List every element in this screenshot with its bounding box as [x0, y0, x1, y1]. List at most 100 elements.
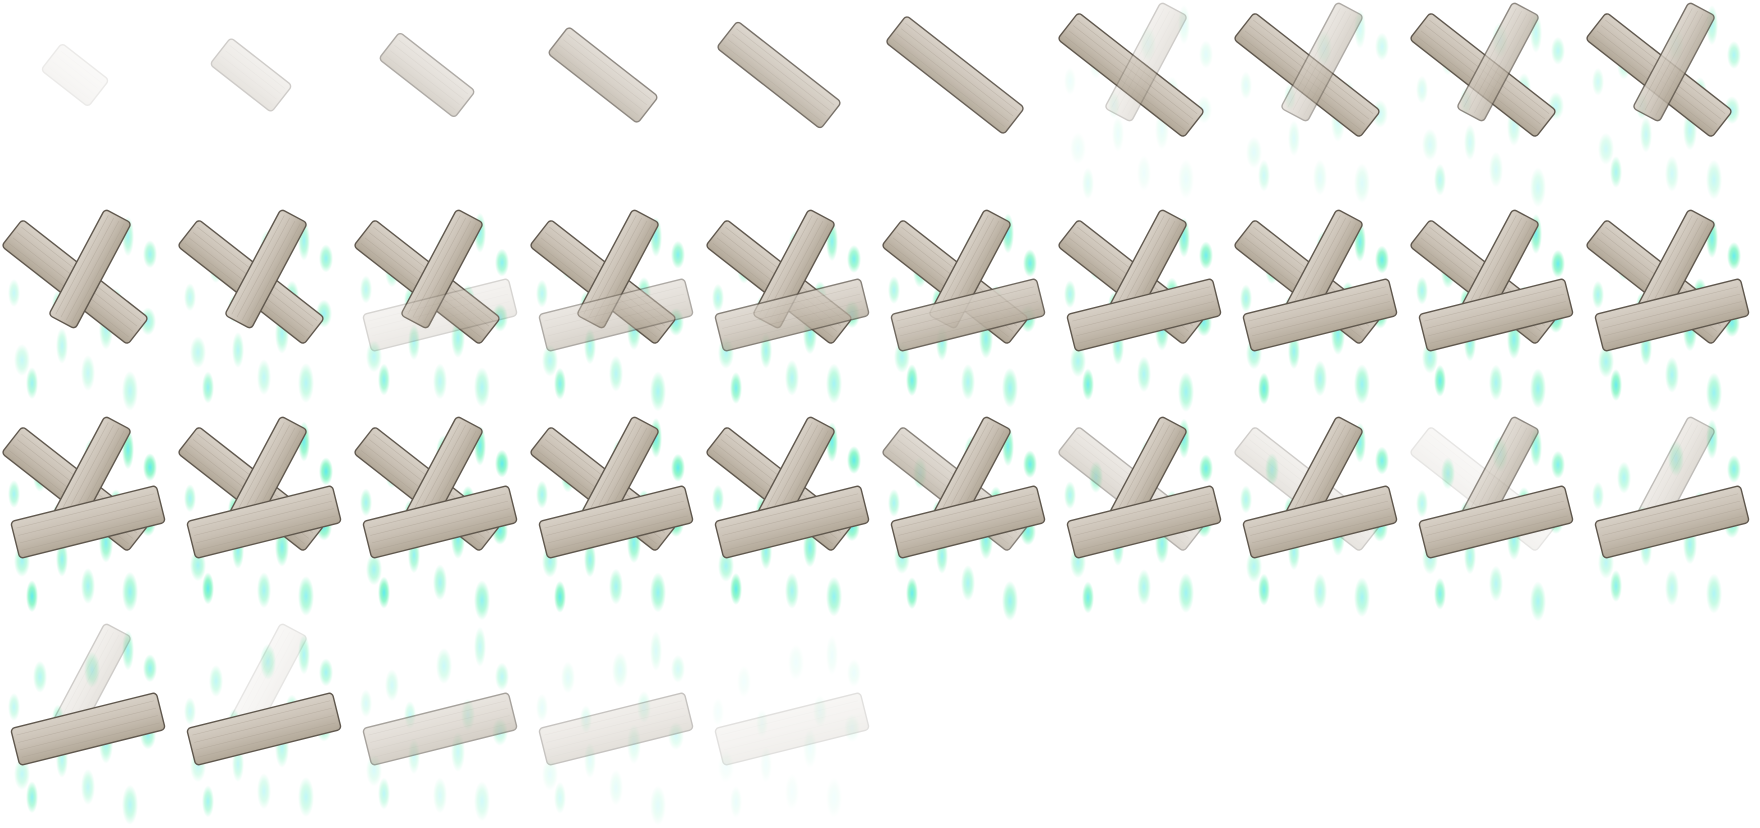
heal-particle [1489, 364, 1503, 401]
sprite-frame [1408, 0, 1584, 208]
sprite-frame [176, 207, 352, 414]
bandage-strip-arc [1594, 278, 1750, 352]
bandage-strip-arc [362, 278, 518, 352]
heal-particle [650, 631, 662, 671]
heal-particle [1665, 155, 1679, 192]
heal-particle [433, 363, 447, 400]
heal-particle [1178, 372, 1194, 412]
bandage-strip-arc [1242, 278, 1398, 352]
sprite-frame [1232, 207, 1408, 414]
sprite-frame [0, 621, 176, 828]
sprite-frame [0, 414, 176, 621]
sprite-frame [352, 621, 528, 828]
heal-particle [1489, 151, 1503, 188]
heal-particle [360, 275, 372, 304]
heal-particle [1592, 280, 1604, 309]
sprite-frame [352, 0, 528, 207]
heal-particle [495, 248, 509, 277]
frame-canvas [1058, 209, 1222, 412]
bandage-strip-diagonal-down [717, 21, 841, 129]
heal-particle [1464, 124, 1476, 161]
bandage-strip-arc [1418, 278, 1574, 352]
heal-particle [554, 367, 566, 400]
sprite-frame [704, 207, 880, 414]
bandage-strip-arc [1594, 485, 1750, 559]
sprite-frame [176, 0, 352, 207]
frame-canvas [1586, 2, 1741, 200]
heal-particle [788, 644, 804, 681]
heal-particle [1064, 280, 1076, 309]
sprite-frame [352, 414, 528, 621]
heal-particle [385, 669, 399, 702]
heal-particle [8, 693, 20, 721]
heal-particle [33, 660, 47, 693]
bandage-strip-diagonal-up [1105, 2, 1187, 122]
frame-canvas [536, 631, 694, 826]
heal-particle [1640, 116, 1652, 153]
bandage-strip-diagonal-down [379, 32, 475, 118]
bandage-strip-arc [1066, 278, 1222, 352]
heal-particle [495, 662, 509, 691]
heal-particle [378, 777, 390, 810]
heal-particle [1665, 569, 1679, 606]
heal-particle [1070, 345, 1086, 378]
heal-particle [122, 370, 138, 411]
heal-particle [1665, 356, 1679, 393]
frame-canvas [882, 209, 1046, 408]
heal-particle [143, 654, 157, 683]
heal-particle [906, 577, 918, 610]
sprite-frame [1056, 414, 1232, 621]
heal-particle [1727, 41, 1741, 69]
sprite-frame [0, 207, 176, 414]
frame-canvas [354, 416, 518, 621]
heal-particle [1023, 450, 1037, 479]
heal-particle [1551, 249, 1565, 278]
heal-particle [81, 769, 95, 805]
heal-particle [1137, 356, 1151, 393]
heal-particle [650, 572, 666, 613]
heal-particle [1178, 573, 1194, 613]
heal-particle [785, 572, 799, 609]
heal-particle [26, 781, 38, 814]
frame-canvas [1058, 416, 1222, 614]
heal-particle [1354, 364, 1370, 405]
heal-particle [474, 580, 490, 621]
heal-particle [14, 344, 30, 376]
bandage-strip-diagonal-down [548, 27, 658, 123]
heal-particle [1598, 132, 1614, 165]
heal-particle [298, 363, 314, 403]
heal-particle [1422, 128, 1438, 161]
heal-particle [1354, 577, 1370, 618]
sprite-frame [880, 0, 1056, 207]
bandage-strip-arc [890, 278, 1046, 352]
heal-particle [1530, 167, 1546, 208]
heal-particle [847, 659, 861, 687]
sprite-frame [1408, 414, 1584, 622]
heal-particle [1416, 75, 1428, 104]
heal-particle [1617, 461, 1631, 494]
bandage-strip-diagonal-down [886, 16, 1024, 134]
heal-particle [1530, 581, 1546, 622]
heal-particle [209, 665, 223, 697]
heal-particle [202, 371, 214, 404]
heal-particle [202, 785, 214, 818]
heal-particle [1199, 241, 1213, 270]
frame-canvas [882, 416, 1046, 621]
frame-canvas [1410, 416, 1574, 622]
heal-particle [609, 568, 623, 605]
heal-particle [1082, 368, 1094, 401]
heal-particle [1610, 156, 1622, 188]
sprite-frame [1056, 207, 1232, 414]
heal-particle [888, 489, 900, 517]
sprite-frame [1232, 414, 1408, 621]
frame-canvas [706, 416, 870, 617]
heal-particle [1288, 120, 1300, 157]
heal-particle [554, 781, 566, 814]
heal-particle [584, 541, 596, 578]
sprite-frame [880, 414, 1056, 621]
heal-particle [495, 449, 509, 478]
sprite-frame [0, 0, 176, 207]
frame-canvas [530, 209, 694, 412]
sprite-frame [1584, 207, 1760, 414]
